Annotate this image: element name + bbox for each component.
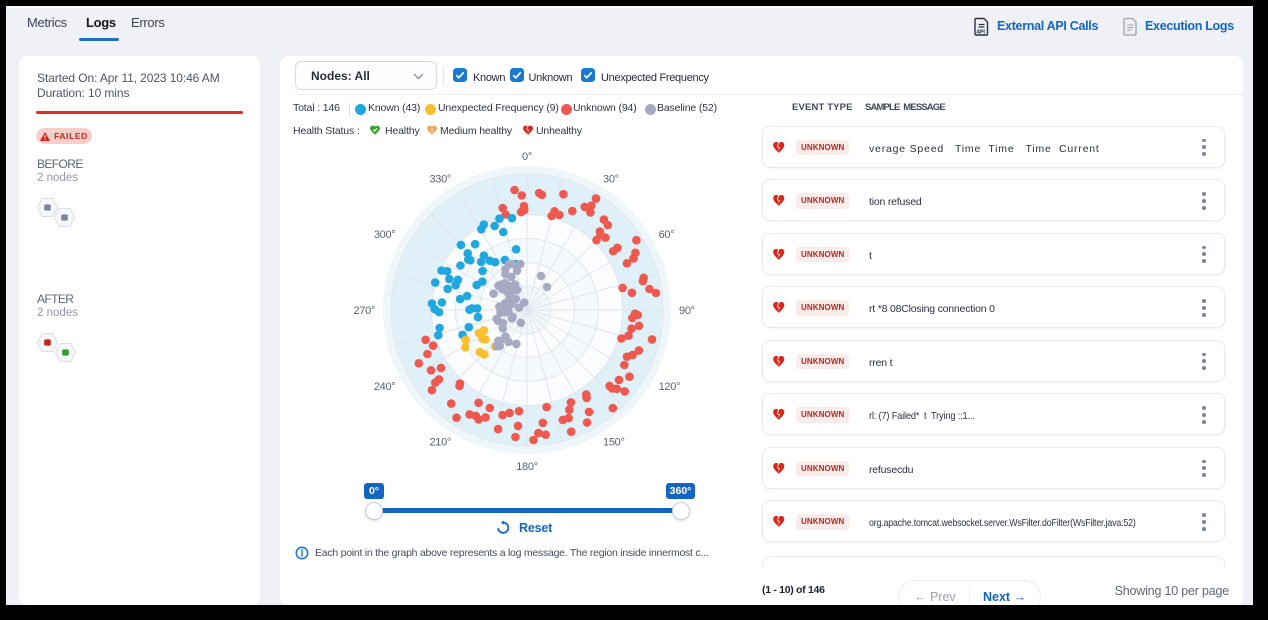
svg-text:300°: 300° — [374, 229, 396, 241]
svg-text:90°: 90° — [679, 305, 695, 317]
svg-text:330°: 330° — [429, 173, 451, 185]
svg-text:120°: 120° — [659, 381, 681, 393]
svg-text:180°: 180° — [516, 461, 538, 473]
svg-text:150°: 150° — [603, 437, 625, 449]
svg-text:270°: 270° — [353, 305, 375, 317]
svg-text:240°: 240° — [374, 381, 396, 393]
svg-text:API: API — [976, 29, 985, 35]
svg-text:210°: 210° — [429, 437, 451, 449]
svg-text:60°: 60° — [659, 229, 675, 241]
svg-text:0°: 0° — [522, 151, 532, 163]
svg-text:30°: 30° — [603, 173, 619, 185]
